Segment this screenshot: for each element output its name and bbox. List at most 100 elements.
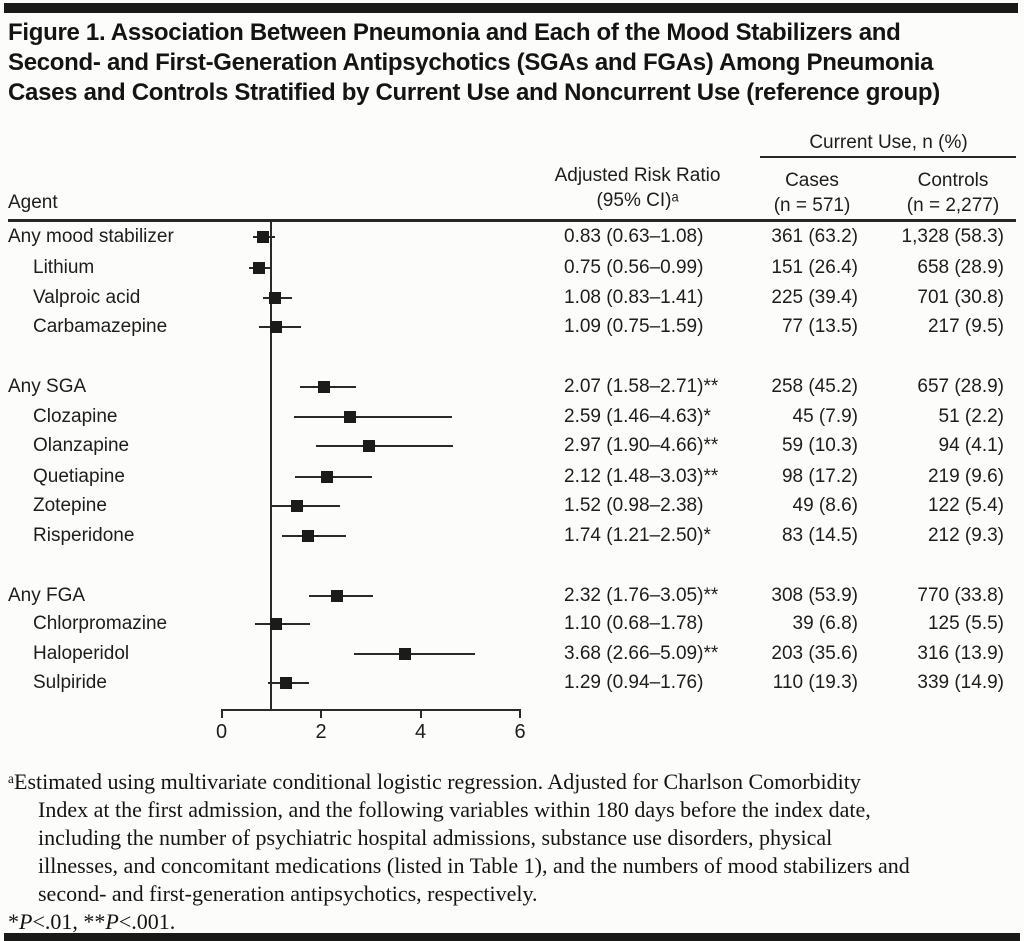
risk-ratio-value: 3.68 (2.66–5.09)** [564, 643, 719, 664]
agent-label: Any mood stabilizer [8, 226, 174, 247]
controls-value: 701 (30.8) [917, 287, 1004, 308]
column-header-risk-ratio-line: (95% CI)ᵃ [596, 190, 679, 211]
agent-label: Carbamazepine [33, 316, 168, 337]
cases-value: 361 (63.2) [771, 226, 858, 247]
cases-value: 151 (26.4) [771, 257, 858, 278]
p-symbol: P [105, 909, 119, 934]
point-estimate-marker [302, 530, 315, 542]
point-estimate-marker [320, 471, 333, 483]
controls-value: 657 (28.9) [917, 376, 1004, 397]
point-estimate-marker [330, 590, 343, 602]
footnote: ᵃEstimated using multivariate conditiona… [8, 768, 1016, 936]
agent-label: Zotepine [33, 495, 107, 516]
cases-value: 45 (7.9) [792, 406, 858, 427]
x-axis-tick-label: 2 [315, 721, 327, 743]
risk-ratio-value: 2.97 (1.90–4.66)** [564, 435, 719, 456]
risk-ratio-value: 1.74 (1.21–2.50)* [564, 525, 711, 546]
point-estimate-marker [279, 677, 292, 689]
figure-title: Figure 1. Association Between Pneumonia … [8, 18, 940, 108]
column-header-risk-ratio-line: Adjusted Risk Ratio [554, 165, 721, 186]
cases-value: 203 (35.6) [771, 643, 858, 664]
x-axis-tick [419, 709, 422, 718]
header-rule [8, 219, 1016, 222]
significance-note-text: <.001. [118, 909, 176, 934]
point-estimate-marker [269, 321, 282, 333]
x-axis-line [221, 709, 520, 711]
risk-ratio-value: 1.09 (0.75–1.59) [564, 316, 704, 337]
controls-value: 339 (14.9) [917, 672, 1004, 693]
controls-value: 217 (9.5) [927, 316, 1004, 337]
agent-label: Sulpiride [33, 672, 107, 693]
reference-line [270, 222, 273, 709]
cases-value: 308 (53.9) [771, 585, 858, 606]
agent-label: Any FGA [8, 585, 86, 606]
agent-label: Valproic acid [33, 287, 141, 308]
agent-label: Clozapine [33, 406, 118, 427]
confidence-interval-line [294, 416, 452, 418]
point-estimate-marker [363, 440, 376, 452]
cases-value: 59 (10.3) [781, 435, 858, 456]
figure-title-line: Cases and Controls Stratified by Current… [8, 79, 940, 106]
x-axis-tick [220, 709, 223, 718]
cases-value: 77 (13.5) [781, 316, 858, 337]
column-header-controls-line: Controls [917, 170, 989, 191]
risk-ratio-value: 1.08 (0.83–1.41) [564, 287, 704, 308]
agent-label: Chlorpromazine [33, 613, 168, 634]
x-axis-tick-label: 4 [414, 721, 427, 743]
footnote-line: Index at the first admission, and the fo… [38, 797, 871, 822]
point-estimate-marker [398, 648, 411, 660]
x-axis-tick [519, 709, 521, 718]
confidence-interval-line [270, 505, 340, 507]
column-header-controls-line: (n = 2,277) [906, 195, 1000, 216]
cases-value: 258 (45.2) [771, 376, 858, 397]
cases-value: 110 (19.3) [772, 672, 858, 693]
controls-value: 316 (13.9) [917, 643, 1004, 664]
column-header-controls: Controls (n = 2,277) [899, 168, 1007, 218]
footnote-line: including the number of psychiatric hosp… [38, 825, 833, 850]
agent-label: Olanzapine [33, 435, 130, 456]
confidence-interval-line [316, 445, 454, 447]
agent-label: Quetiapine [33, 466, 125, 487]
risk-ratio-value: 0.83 (0.63–1.08) [564, 226, 704, 247]
risk-ratio-value: 1.52 (0.98–2.38) [564, 495, 704, 516]
column-header-agent: Agent [8, 192, 58, 213]
agent-label: Lithium [33, 257, 95, 278]
controls-value: 125 (5.5) [927, 613, 1004, 634]
top-rule [4, 3, 1018, 13]
x-axis-tick-label: 6 [514, 721, 526, 743]
controls-value: 1,328 (58.3) [901, 226, 1004, 247]
current-use-underline [760, 156, 1016, 158]
cases-value: 49 (8.6) [792, 495, 858, 516]
column-header-current-use: Current Use, n (%) [809, 132, 968, 153]
cases-value: 39 (6.8) [792, 613, 858, 634]
column-header-cases: Cases (n = 571) [764, 168, 860, 218]
point-estimate-marker [256, 231, 269, 243]
significance-note-text: <.01, ** [32, 909, 106, 934]
footnote-line: illnesses, and concomitant medications (… [38, 853, 910, 878]
point-estimate-marker [291, 500, 304, 512]
footnote-line: ᵃEstimated using multivariate conditiona… [8, 769, 861, 794]
risk-ratio-value: 0.75 (0.56–0.99) [564, 257, 704, 278]
risk-ratio-value: 2.12 (1.48–3.03)** [564, 466, 719, 487]
controls-value: 219 (9.6) [927, 466, 1004, 487]
bottom-rule [4, 933, 1020, 941]
significance-note: *P<.01, **P<.001. [8, 908, 1016, 936]
controls-value: 51 (2.2) [938, 406, 1004, 427]
cases-value: 225 (39.4) [771, 287, 858, 308]
x-axis-tick-label: 0 [215, 721, 228, 743]
agent-label: Risperidone [33, 525, 135, 546]
controls-value: 212 (9.3) [927, 525, 1004, 546]
confidence-interval-line [255, 623, 311, 625]
point-estimate-marker [270, 618, 283, 630]
figure-title-line: Second- and First-Generation Antipsychot… [8, 49, 934, 76]
controls-value: 94 (4.1) [938, 435, 1004, 456]
figure-title-line: Figure 1. Association Between Pneumonia … [8, 19, 901, 46]
column-header-risk-ratio: Adjusted Risk Ratio (95% CI)ᵃ [540, 163, 735, 213]
p-symbol: P [19, 909, 33, 934]
agent-label: Haloperidol [33, 643, 130, 664]
column-header-cases-line: (n = 571) [773, 195, 851, 216]
agent-label: Any SGA [8, 376, 87, 397]
point-estimate-marker [252, 262, 265, 274]
